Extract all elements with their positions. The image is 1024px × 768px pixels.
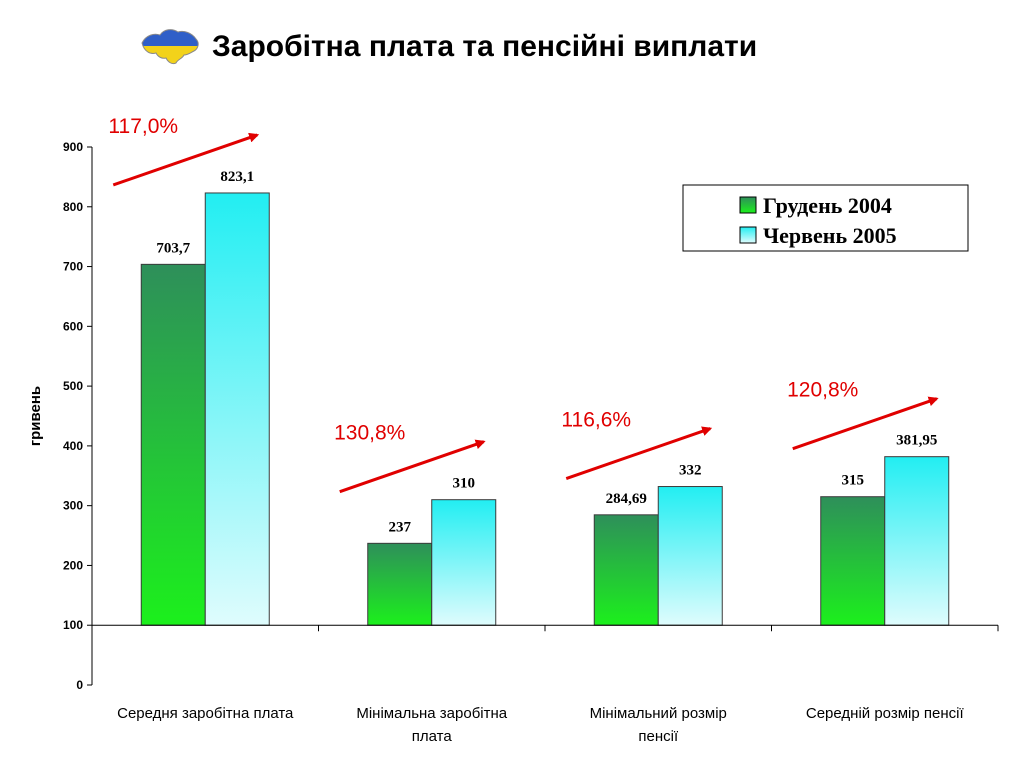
y-tick-label: 800 xyxy=(63,200,83,214)
bar-dec-2004 xyxy=(593,514,659,626)
growth-arrow xyxy=(565,426,713,480)
y-tick-label: 600 xyxy=(63,319,83,333)
category-label: Мінімальна заробітна плата xyxy=(356,705,507,745)
y-tick-label: 900 xyxy=(63,140,83,154)
y-axis-title: гривень xyxy=(27,386,44,446)
data-label: 315 xyxy=(842,473,865,489)
bar-dec-2004 xyxy=(367,542,433,626)
bar-jun-2005 xyxy=(431,499,497,626)
y-tick-label: 500 xyxy=(63,379,83,393)
page-title: Заробітна плата та пенсійні виплати xyxy=(212,30,758,63)
category-label: Середній розмір пенсії xyxy=(806,705,965,722)
data-label: 703,7 xyxy=(156,240,190,256)
bars: 703,7 823,1 237 310 284,69 332 315 381,95 xyxy=(140,169,950,626)
legend-label-dec-2004: Грудень 2004 xyxy=(763,193,892,218)
legend-swatch-jun-2005 xyxy=(739,226,757,244)
y-tick-label: 100 xyxy=(63,618,83,632)
bar-dec-2004 xyxy=(140,263,206,626)
title-bar: Заробітна плата та пенсійні виплати xyxy=(138,22,898,72)
data-label: 332 xyxy=(679,463,702,479)
growth-label: 117,0% xyxy=(108,115,178,138)
growth-arrow xyxy=(112,132,260,187)
y-tick-label: 400 xyxy=(63,439,83,453)
data-label: 310 xyxy=(453,476,476,492)
bar-jun-2005 xyxy=(657,486,723,626)
category-label: Середня заробітна плата xyxy=(117,705,294,722)
growth-label: 116,6% xyxy=(561,409,631,432)
ukraine-map-icon xyxy=(141,29,199,65)
growth-arrow xyxy=(792,396,939,451)
growth-label: 120,8% xyxy=(787,379,858,402)
legend-swatch-dec-2004 xyxy=(739,196,757,214)
data-label: 381,95 xyxy=(896,433,937,449)
y-tick-label: 700 xyxy=(63,260,83,274)
bar-jun-2005 xyxy=(204,192,270,626)
y-axis: 0 100 200 300 400 500 600 700 800 900 xyxy=(63,140,93,692)
legend-box xyxy=(682,184,969,252)
data-label: 284,69 xyxy=(606,491,647,507)
data-label: 237 xyxy=(389,519,412,535)
y-tick-label: 0 xyxy=(76,678,83,692)
data-label: 823,1 xyxy=(220,169,254,185)
growth-annotations: 117,0% 130,8% 116,6% 120,8% xyxy=(108,115,939,494)
y-tick-label: 200 xyxy=(63,558,83,572)
legend-label-jun-2005: Червень 2005 xyxy=(763,223,897,248)
growth-label: 130,8% xyxy=(334,422,405,445)
growth-arrow xyxy=(339,439,486,494)
category-label: Мінімальний розмір пенсії xyxy=(590,705,727,745)
bar-dec-2004 xyxy=(820,496,886,626)
bar-jun-2005 xyxy=(884,456,950,626)
legend: Грудень 2004 Червень 2005 xyxy=(682,184,969,252)
x-axis: Середня заробітна плата Мінімальна заробі… xyxy=(92,624,999,745)
y-tick-label: 300 xyxy=(63,499,83,513)
